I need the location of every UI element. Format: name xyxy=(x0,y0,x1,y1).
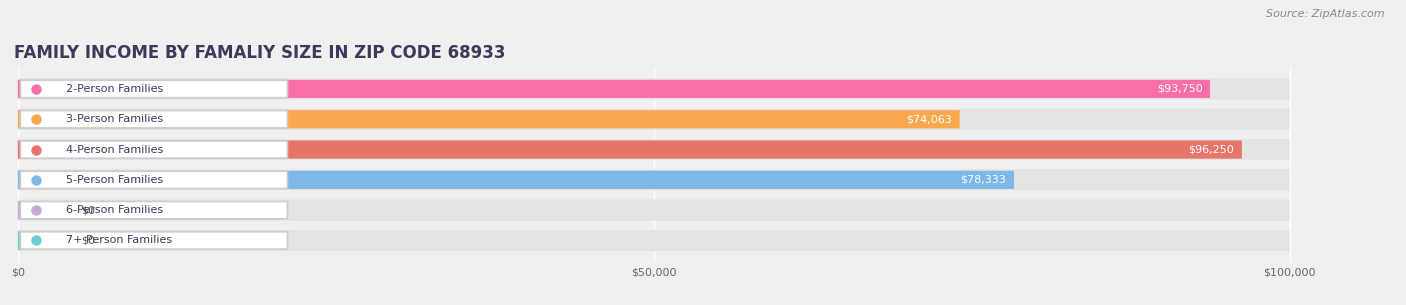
Text: $74,063: $74,063 xyxy=(907,114,952,124)
FancyBboxPatch shape xyxy=(18,201,66,219)
Text: $96,250: $96,250 xyxy=(1188,145,1234,155)
FancyBboxPatch shape xyxy=(18,199,1289,221)
Text: $93,750: $93,750 xyxy=(1157,84,1202,94)
FancyBboxPatch shape xyxy=(18,78,1289,99)
Text: 4-Person Families: 4-Person Families xyxy=(66,145,163,155)
FancyBboxPatch shape xyxy=(21,232,287,249)
FancyBboxPatch shape xyxy=(18,140,1241,159)
FancyBboxPatch shape xyxy=(18,80,1211,98)
Text: 5-Person Families: 5-Person Families xyxy=(66,175,163,185)
FancyBboxPatch shape xyxy=(18,231,66,249)
FancyBboxPatch shape xyxy=(18,110,960,128)
Text: FAMILY INCOME BY FAMALIY SIZE IN ZIP CODE 68933: FAMILY INCOME BY FAMALIY SIZE IN ZIP COD… xyxy=(14,44,506,62)
FancyBboxPatch shape xyxy=(21,171,287,188)
Text: Source: ZipAtlas.com: Source: ZipAtlas.com xyxy=(1267,9,1385,19)
FancyBboxPatch shape xyxy=(18,109,1289,130)
FancyBboxPatch shape xyxy=(18,169,1289,190)
FancyBboxPatch shape xyxy=(21,80,287,98)
FancyBboxPatch shape xyxy=(21,202,287,219)
FancyBboxPatch shape xyxy=(21,110,287,128)
Text: 7+ Person Families: 7+ Person Families xyxy=(66,235,173,246)
FancyBboxPatch shape xyxy=(21,141,287,158)
Text: $78,333: $78,333 xyxy=(960,175,1007,185)
Text: $0: $0 xyxy=(82,205,96,215)
FancyBboxPatch shape xyxy=(18,230,1289,251)
FancyBboxPatch shape xyxy=(18,171,1014,189)
FancyBboxPatch shape xyxy=(18,139,1289,160)
Text: 6-Person Families: 6-Person Families xyxy=(66,205,163,215)
Text: $0: $0 xyxy=(82,235,96,246)
Text: 2-Person Families: 2-Person Families xyxy=(66,84,163,94)
Text: 3-Person Families: 3-Person Families xyxy=(66,114,163,124)
